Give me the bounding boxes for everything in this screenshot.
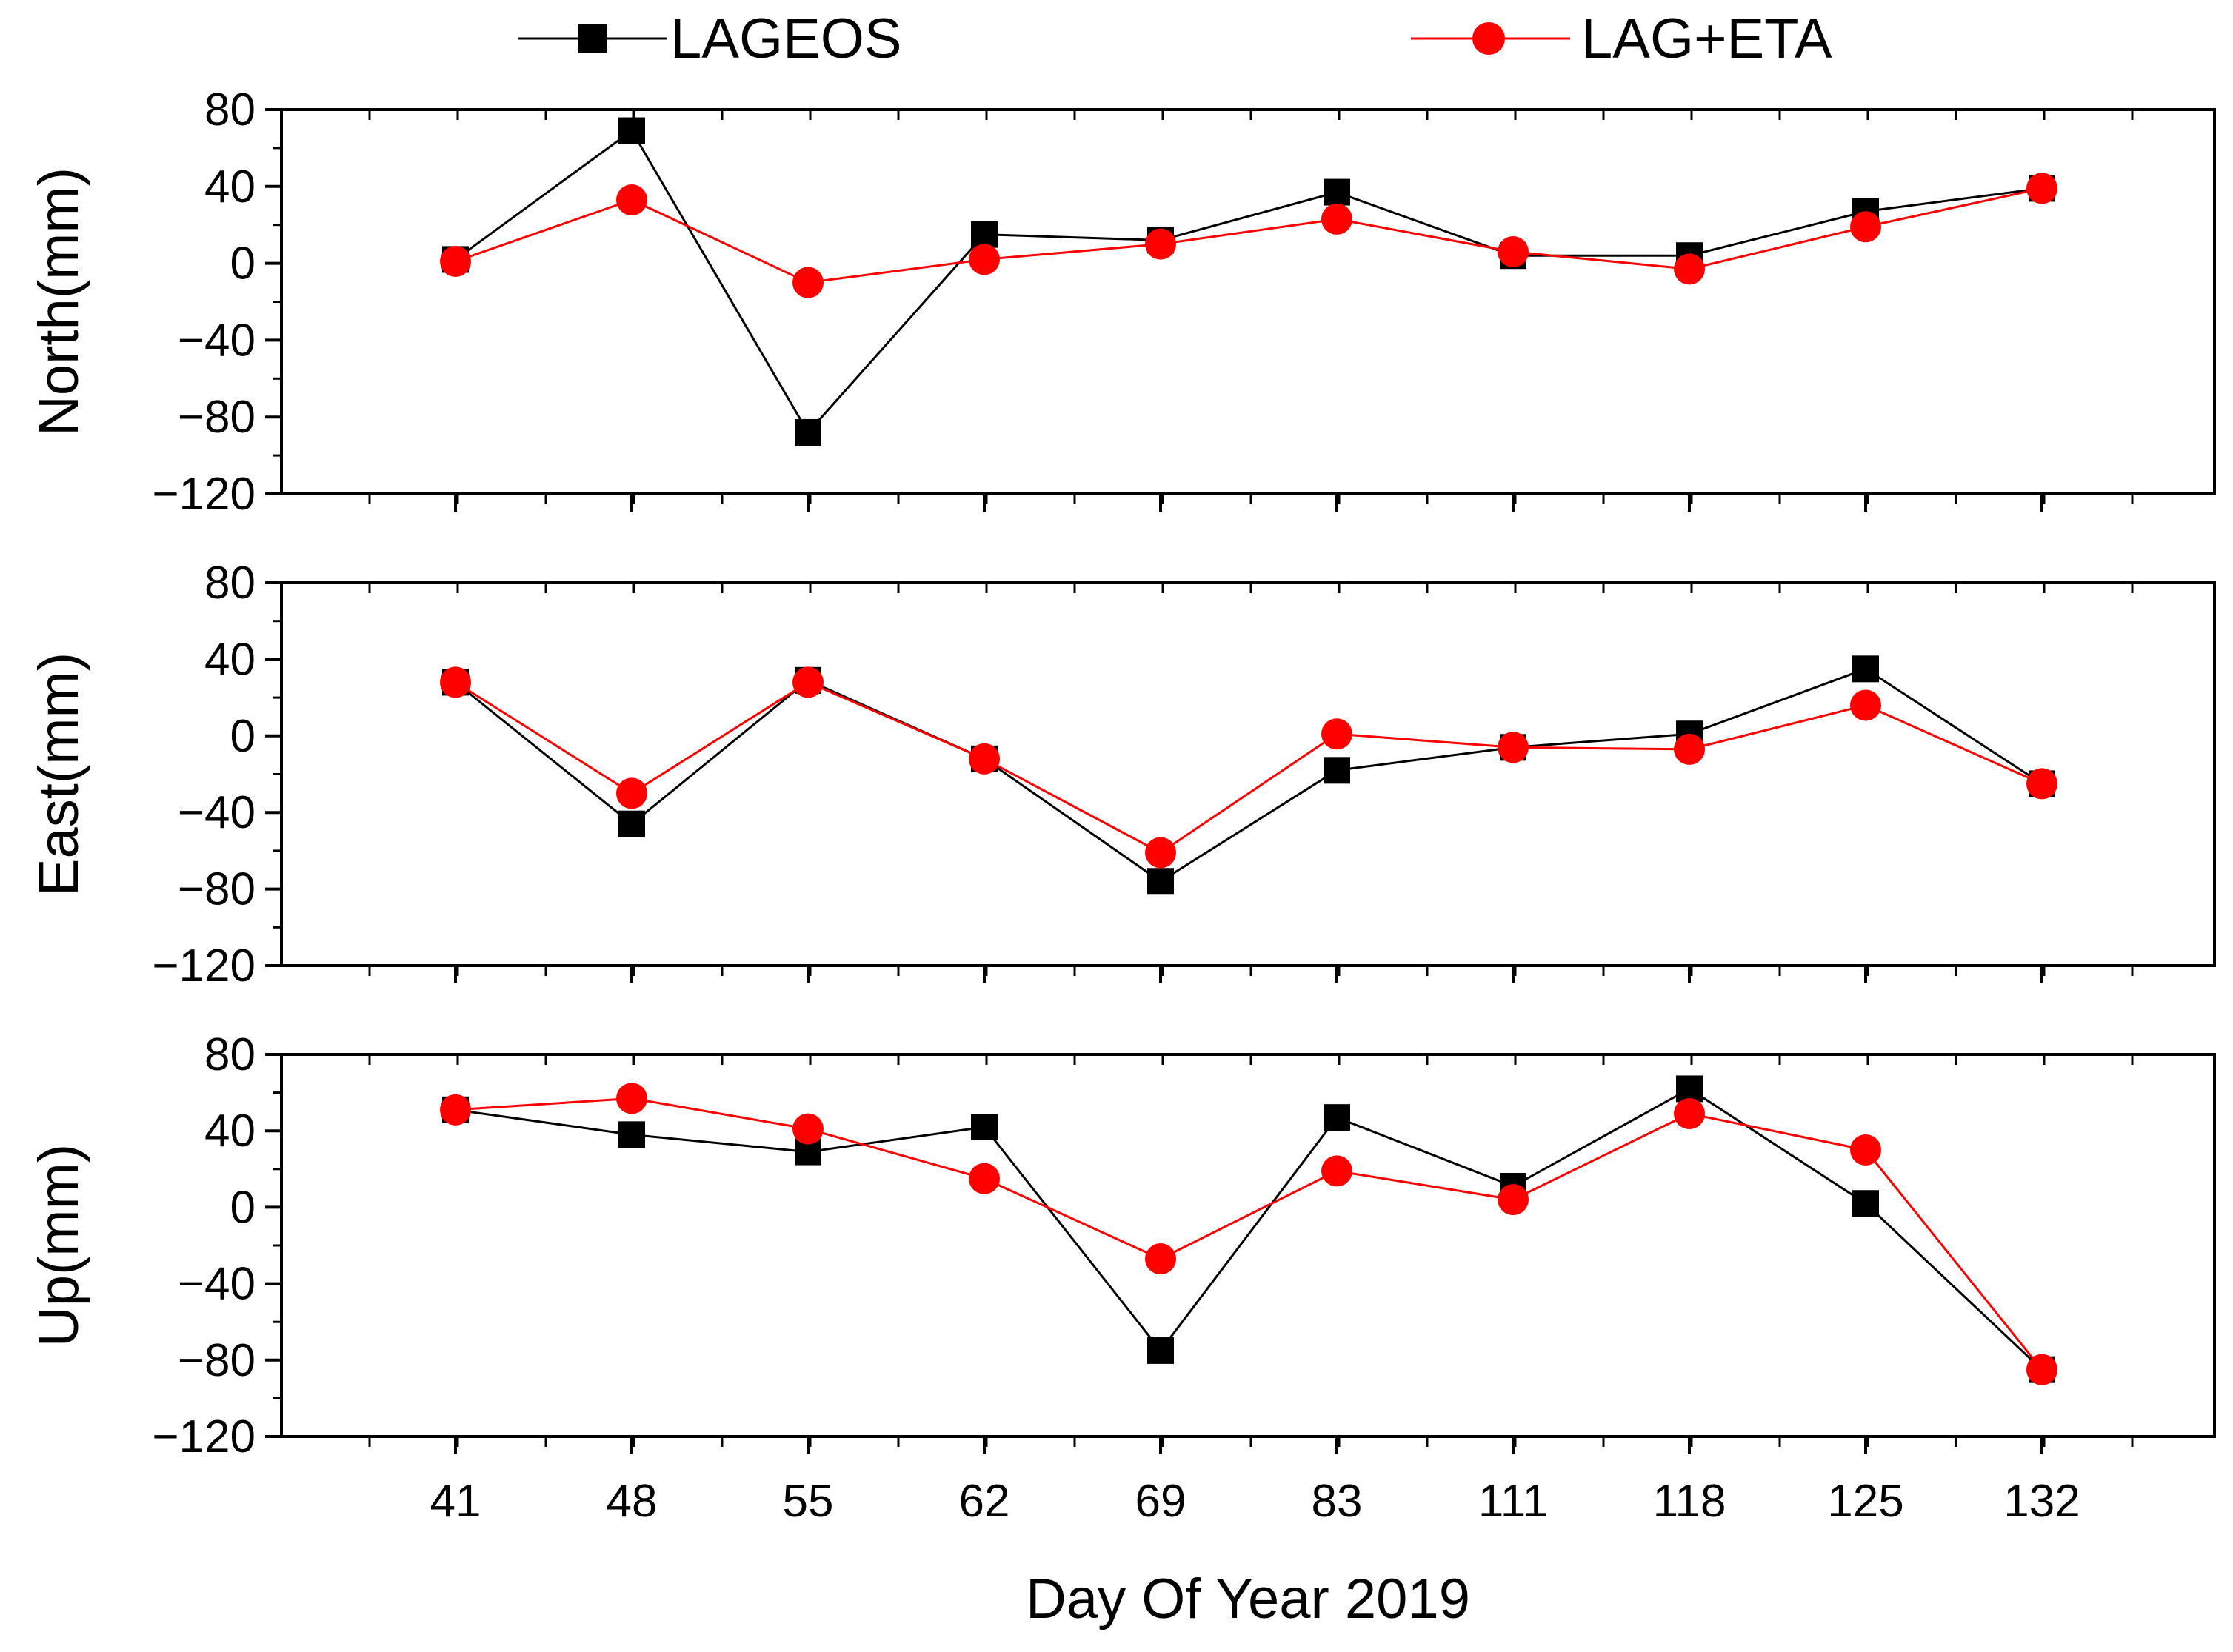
y-axis-title-north: North(mm) [27,167,90,436]
point-lag-eta-55 [792,267,824,298]
point-lag-eta-48 [616,184,647,215]
point-lag-eta-118 [1674,253,1705,285]
point-lag-eta-55 [792,1113,824,1145]
x-tick-label: 48 [607,1476,658,1527]
point-lag-eta-118 [1674,1097,1705,1129]
y-tick-label: 80 [204,84,256,136]
point-lageos-83 [1324,757,1350,784]
x-tick-label: 125 [1827,1476,1903,1527]
point-lag-eta-69 [1145,1243,1176,1275]
point-lag-eta-125 [1850,689,1881,721]
y-tick-label: 80 [204,1029,256,1080]
point-lag-eta-132 [2026,768,2057,800]
y-tick-label: −120 [152,940,256,991]
y-tick-label: −120 [152,1411,256,1462]
y-tick-label: 40 [204,1106,256,1157]
point-lag-eta-83 [1321,203,1352,235]
point-lag-eta-132 [2026,173,2057,204]
y-tick-label: −120 [152,469,256,520]
series-line-lag-eta [455,680,2043,855]
point-lageos-83 [1324,178,1350,206]
point-lageos-48 [618,1121,645,1148]
point-lag-eta-62 [969,244,1000,275]
x-tick-label: 83 [1312,1476,1363,1527]
point-lag-eta-62 [969,743,1000,775]
point-lag-eta-118 [1674,733,1705,765]
series-line-lag-eta [455,187,2043,284]
legend-marker-lag-eta [1472,22,1505,55]
point-lag-eta-111 [1498,236,1529,268]
y-tick-label: 40 [204,634,256,685]
y-axis-title-up: Up(mm) [27,1144,90,1347]
legend-label-lag-eta: LAG+ETA [1581,7,1832,70]
x-tick-label: 69 [1135,1476,1186,1527]
panel-east: 80 40 0 −40 −80 −120 East(mm) [27,558,2216,991]
y-tick-label: 80 [204,558,256,609]
point-lageos-48 [618,117,645,144]
point-lag-eta-41 [440,246,471,278]
panel-north: 80 40 0 −40 −80 −120 North(mm) [27,84,2216,520]
point-lag-eta-125 [1850,211,1881,243]
point-lag-eta-83 [1321,718,1352,750]
point-lageos-69 [1147,868,1174,895]
y-tick-label: −40 [178,1259,256,1310]
y-tick-label: −40 [178,787,256,838]
y-tick-label: 40 [204,161,256,213]
point-lageos-62 [971,221,998,248]
point-lag-eta-41 [440,666,471,698]
x-tick-label: 118 [1653,1476,1726,1527]
point-lageos-55 [795,418,821,446]
panel-up: 80 40 0 −40 −80 −120 Up(mm) [27,1029,2216,1462]
point-lageos-83 [1324,1104,1350,1131]
x-tick-label: 55 [783,1476,834,1527]
point-lag-eta-69 [1145,228,1176,260]
y-tick-label: 0 [230,711,256,762]
x-tick-label: 41 [430,1476,481,1527]
series-line-lageos [455,667,2043,883]
y-tick-label: −80 [178,1335,256,1386]
point-lag-eta-125 [1850,1134,1881,1166]
point-lag-eta-132 [2026,1354,2057,1385]
point-lag-eta-111 [1498,1184,1529,1216]
x-tick-label: 132 [2003,1476,2080,1527]
series-line-lageos [455,129,2043,435]
legend-label-lageos: LAGEOS [670,7,902,70]
point-lageos-62 [971,1114,998,1141]
point-lag-eta-83 [1321,1155,1352,1187]
point-lag-eta-69 [1145,837,1176,869]
point-lageos-118 [1676,1075,1703,1103]
point-lag-eta-62 [969,1163,1000,1194]
x-tick-label: 62 [959,1476,1010,1527]
x-axis-title: Day Of Year 2019 [1026,1568,1470,1631]
point-lageos-125 [1852,655,1879,683]
point-lageos-48 [618,810,645,837]
point-lag-eta-55 [792,666,824,698]
point-lageos-69 [1147,1337,1174,1364]
series-line-lag-eta [455,1097,2043,1371]
legend-marker-lageos [578,24,607,53]
point-lag-eta-111 [1498,732,1529,763]
point-lag-eta-48 [616,777,647,809]
series-line-lageos [455,1087,2043,1371]
x-tick-label: 111 [1478,1476,1548,1527]
y-tick-label: −80 [178,392,256,443]
y-tick-label: 0 [230,238,256,290]
y-tick-label: 0 [230,1182,256,1233]
point-lag-eta-41 [440,1094,471,1126]
y-tick-label: −80 [178,864,256,915]
y-tick-label: −40 [178,315,256,366]
panels: 80 40 0 −40 −80 −120 North(mm) 80 40 0 −40 −80 −120 E… [27,84,2216,1527]
point-lag-eta-48 [616,1083,647,1114]
legend: LAGEOS LAG+ETA [518,7,1832,70]
y-axis-title-east: East(mm) [27,652,90,896]
point-lageos-125 [1852,1190,1879,1217]
